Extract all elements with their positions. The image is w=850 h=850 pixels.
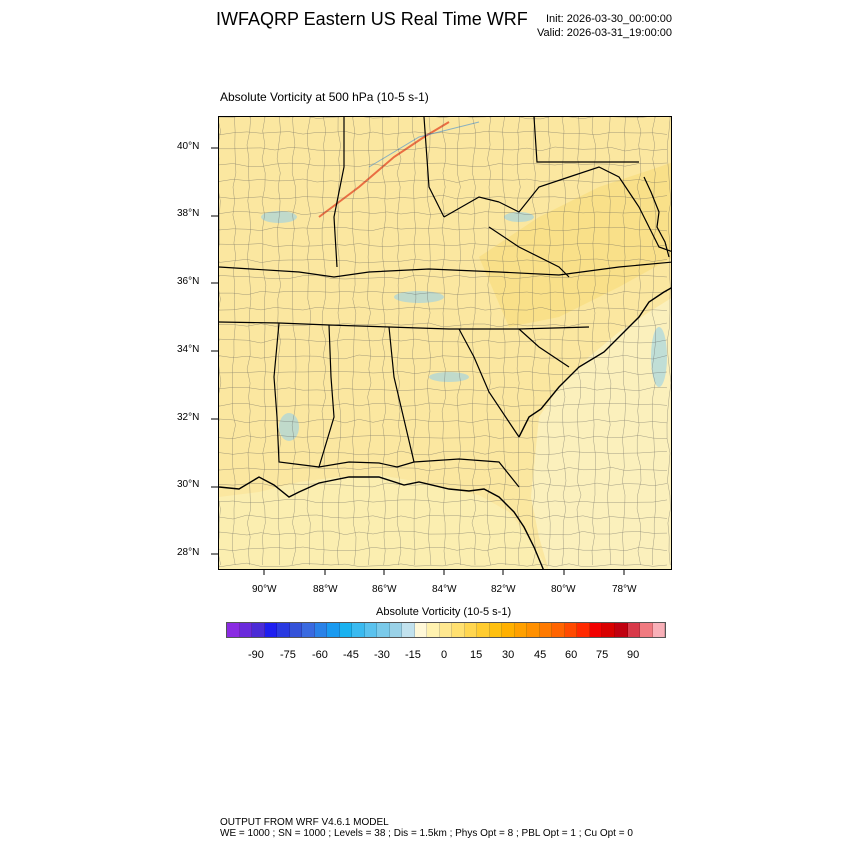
colorbar-swatch xyxy=(464,623,478,637)
atlantic-ocean xyxy=(531,298,671,569)
lat-label-38n: 38°N xyxy=(177,208,200,219)
colorbar-swatch xyxy=(602,623,615,637)
lat-label-30n: 30°N xyxy=(177,479,200,490)
map-svg xyxy=(219,117,671,569)
lon-label-78w: 78°W xyxy=(612,584,637,595)
colorbar-swatch xyxy=(652,623,666,637)
colorbar-swatch xyxy=(577,623,590,637)
lat-label-36n: 36°N xyxy=(177,276,200,287)
colorbar-swatch xyxy=(389,623,403,637)
colorbar-swatch xyxy=(502,623,515,637)
colorbar xyxy=(226,622,666,638)
colorbar-swatch xyxy=(227,623,240,637)
gulf-of-mexico xyxy=(219,475,548,569)
lon-label-82w: 82°W xyxy=(491,584,516,595)
lon-label-84w: 84°W xyxy=(432,584,457,595)
chesapeake-coastline xyxy=(643,176,670,258)
colorbar-swatch xyxy=(314,623,328,637)
model-footer: OUTPUT FROM WRF V4.6.1 MODEL WE = 1000 ;… xyxy=(220,817,633,839)
colorbar-swatch xyxy=(277,623,290,637)
county-boundaries xyxy=(219,117,671,568)
colorbar-swatch xyxy=(514,623,528,637)
colorbar-swatch xyxy=(339,623,353,637)
colorbar-swatch xyxy=(477,623,490,637)
colorbar-swatch xyxy=(640,623,653,637)
negative-vorticity-patches xyxy=(261,211,667,441)
colorbar-label: -15 xyxy=(405,649,421,661)
atlantic-coastline xyxy=(518,287,671,438)
colorbar-label: 30 xyxy=(502,649,515,661)
colorbar-label: -45 xyxy=(343,649,359,661)
colorbar-swatch xyxy=(614,623,628,637)
colorbar-swatch xyxy=(239,623,253,637)
lon-label-86w: 86°W xyxy=(372,584,397,595)
lon-label-88w: 88°W xyxy=(313,584,338,595)
colorbar-label: 0 xyxy=(441,649,448,661)
lon-label-80w: 80°W xyxy=(551,584,576,595)
colorbar-title: Absolute Vorticity (10-5 s-1) xyxy=(376,606,512,618)
colorbar-swatch xyxy=(302,623,315,637)
colorbar-label: -30 xyxy=(374,649,390,661)
colorbar-swatch xyxy=(427,623,440,637)
lat-ticks xyxy=(211,147,218,555)
colorbar-swatch xyxy=(414,623,428,637)
map-panel xyxy=(218,116,672,570)
colorbar-swatch xyxy=(402,623,415,637)
lat-label-28n: 28°N xyxy=(177,547,200,558)
colorbar-swatch xyxy=(564,623,578,637)
lat-label-34n: 34°N xyxy=(177,344,200,355)
colorbar-swatch xyxy=(352,623,365,637)
vorticity-min-streak xyxy=(368,121,480,168)
colorbar-swatch xyxy=(539,623,553,637)
colorbar-swatch xyxy=(627,623,641,637)
vorticity-high-band xyxy=(479,162,671,327)
colorbar-swatch xyxy=(439,623,453,637)
colorbar-swatch xyxy=(264,623,278,637)
colorbar-swatch xyxy=(552,623,565,637)
colorbar-swatch xyxy=(527,623,540,637)
colorbar-swatch xyxy=(252,623,265,637)
lat-label-32n: 32°N xyxy=(177,412,200,423)
state-boundaries xyxy=(219,117,671,488)
colorbar-label: 90 xyxy=(627,649,640,661)
colorbar-label: 45 xyxy=(534,649,547,661)
init-valid-block: Init: 2026-03-30_00:00:00 Valid: 2026-03… xyxy=(537,12,672,40)
colorbar-swatch xyxy=(289,623,303,637)
colorbar-swatch xyxy=(589,623,603,637)
footer-line-1: OUTPUT FROM WRF V4.6.1 MODEL xyxy=(220,817,389,828)
footer-line-2: WE = 1000 ; SN = 1000 ; Levels = 38 ; Di… xyxy=(220,828,633,839)
colorbar-label: -90 xyxy=(248,649,264,661)
colorbar-swatch xyxy=(364,623,378,637)
main-title: IWFAQRP Eastern US Real Time WRF xyxy=(216,9,528,29)
gulf-coastline xyxy=(219,476,544,569)
colorbar-label: 15 xyxy=(470,649,483,661)
colorbar-swatch xyxy=(452,623,465,637)
colorbar-label: -75 xyxy=(280,649,296,661)
colorbar-swatch xyxy=(327,623,340,637)
valid-time: Valid: 2026-03-31_19:00:00 xyxy=(537,27,672,39)
init-time: Init: 2026-03-30_00:00:00 xyxy=(546,13,672,25)
lon-ticks xyxy=(263,569,625,575)
colorbar-label: 75 xyxy=(596,649,609,661)
lon-label-90w: 90°W xyxy=(252,584,277,595)
map-subtitle: Absolute Vorticity at 500 hPa (10-5 s-1) xyxy=(220,90,429,104)
colorbar-swatch xyxy=(377,623,390,637)
colorbar-label: 60 xyxy=(565,649,578,661)
colorbar-swatch xyxy=(489,623,503,637)
colorbar-label: -60 xyxy=(312,649,328,661)
lat-label-40n: 40°N xyxy=(177,141,200,152)
vorticity-max-streak xyxy=(318,121,450,218)
